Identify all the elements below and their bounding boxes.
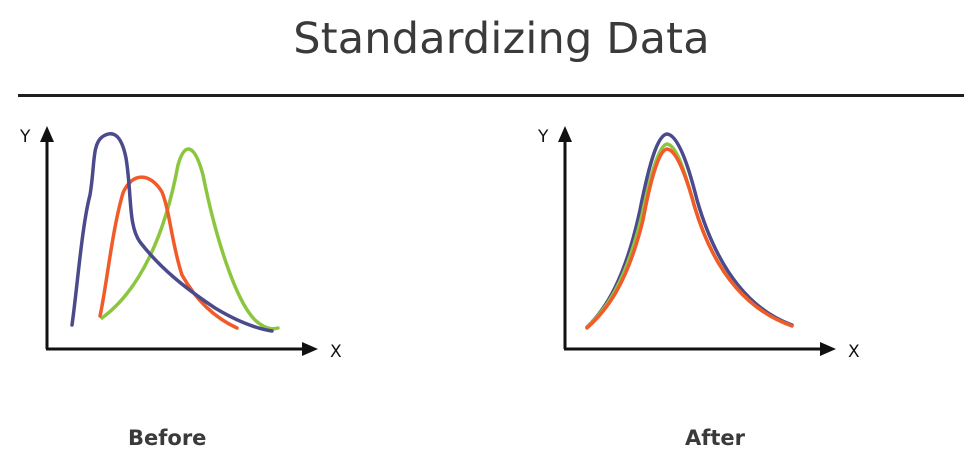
- before-purple-curve: [70, 132, 274, 333]
- before-green-curve: [100, 147, 280, 331]
- before-axes: Y X: [19, 126, 342, 362]
- before-y-arrow-icon: [40, 126, 54, 142]
- after-orange-curve: [585, 147, 794, 330]
- after-y-axis-label: Y: [537, 127, 549, 147]
- after-axes: Y X: [537, 126, 860, 362]
- after-y-arrow-icon: [558, 126, 572, 142]
- before-y-axis-label: Y: [19, 127, 31, 147]
- after-x-arrow-icon: [820, 342, 836, 356]
- after-panel: Y X: [537, 126, 860, 362]
- before-x-axis-label: X: [330, 342, 342, 362]
- before-caption: Before: [128, 426, 207, 450]
- before-panel: Y X: [19, 126, 342, 362]
- title-divider: [18, 94, 964, 97]
- after-caption: After: [685, 426, 746, 450]
- before-x-arrow-icon: [302, 342, 318, 356]
- page-title: Standardizing Data: [293, 14, 710, 64]
- after-purple-curve: [585, 132, 794, 329]
- after-x-axis-label: X: [848, 342, 860, 362]
